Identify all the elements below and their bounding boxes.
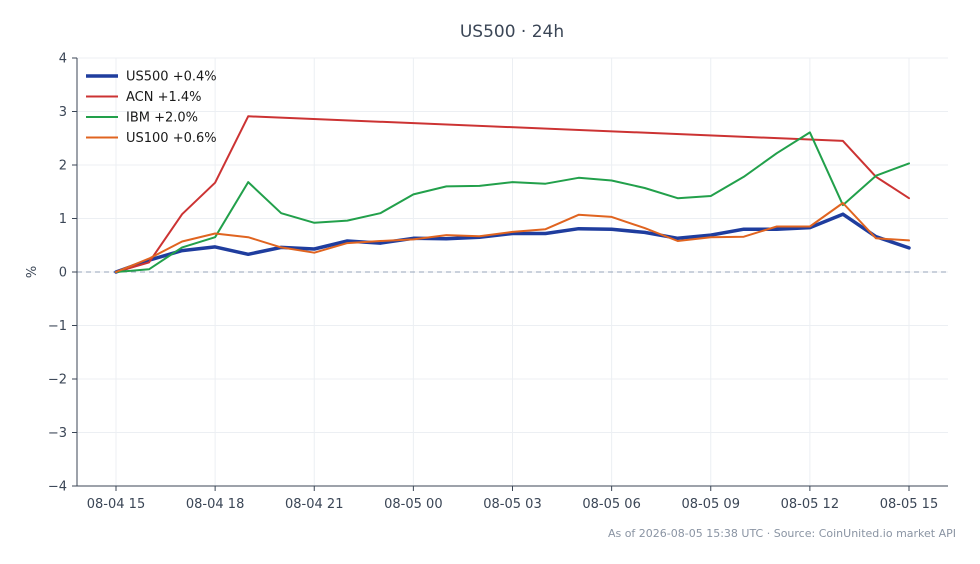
x-tick-label: 08-05 03: [483, 497, 541, 512]
legend: US500 +0.4% ACN +1.4% IBM +2.0% US100 +0.6%: [86, 70, 217, 146]
series-lines: [114, 115, 911, 274]
legend-label-acn: ACN +1.4%: [126, 90, 202, 105]
x-tick-label: 08-05 12: [781, 497, 839, 512]
x-tick-label: 08-04 15: [87, 497, 145, 512]
series-line-acn: [115, 115, 910, 273]
chart-title: US500 · 24h: [460, 22, 564, 42]
y-tick-label: 3: [59, 105, 67, 120]
y-tick-label: 4: [59, 52, 67, 67]
series-line-us500: [114, 212, 911, 274]
x-tick-label: 08-05 09: [682, 497, 740, 512]
x-tick-label: 08-04 18: [186, 497, 244, 512]
legend-label-us500: US500 +0.4%: [126, 70, 217, 85]
x-tick-label: 08-04 21: [285, 497, 343, 512]
x-tick-label: 08-05 06: [582, 497, 640, 512]
y-tick-label: −1: [48, 319, 67, 334]
series-line-us100: [115, 202, 910, 273]
y-tick-label: 2: [59, 159, 67, 174]
legend-label-us100: US100 +0.6%: [126, 131, 217, 146]
y-tick-label: −2: [48, 373, 67, 388]
y-tick-label: −3: [48, 426, 67, 441]
y-tick-label: 1: [59, 212, 67, 227]
y-axis-label: %: [25, 266, 40, 278]
axes: −4 −3 −2 −1 0 1 2 3 4 08-04 15 08-04 18 08-04 21 08-…: [48, 52, 948, 512]
y-tick-label: 0: [59, 266, 67, 281]
source-footer: As of 2026-08-05 15:38 UTC · Source: Coi…: [608, 527, 956, 540]
x-tick-label: 08-05 00: [384, 497, 442, 512]
x-tick-label: 08-05 15: [880, 497, 938, 512]
series-line-ibm: [115, 131, 910, 273]
y-tick-label: −4: [48, 480, 67, 495]
legend-label-ibm: IBM +2.0%: [126, 111, 198, 126]
